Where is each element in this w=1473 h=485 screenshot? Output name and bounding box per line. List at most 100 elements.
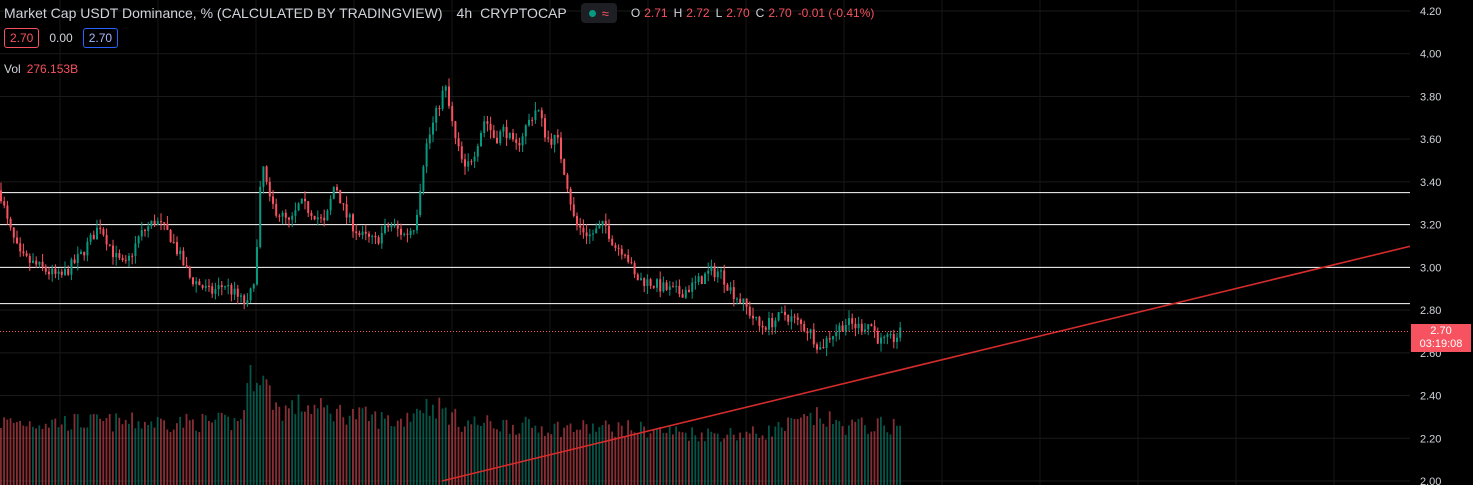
candle-body [585,232,588,237]
trendline[interactable] [441,230,1473,482]
candle-body [387,225,390,228]
candle-body [339,190,342,204]
volume-bar [521,422,524,485]
volume-bar [390,426,393,485]
volume-bar [236,421,239,485]
candle-body [838,325,841,333]
candle-body [512,132,514,140]
volume-bar [624,436,626,485]
candle-body [310,212,313,216]
candle-body [32,260,34,263]
candle-body [284,212,287,218]
candle-body [806,331,809,334]
candle-body [540,110,543,119]
volume-bar [428,415,431,485]
volume-bar [403,426,405,485]
volume-bar [848,425,850,485]
volume-bar [899,425,901,485]
volume-bar [694,435,697,485]
volume-bar [803,414,805,485]
candle-body [275,203,278,216]
buy-price-button[interactable]: 2.70 [82,28,119,48]
candle-body [656,279,658,288]
candle-body [873,326,876,331]
status-pill[interactable]: ≈ [580,3,617,23]
candle-body [438,107,441,109]
candle-body [240,295,242,297]
candle-body [502,126,505,132]
candle-body [38,261,41,265]
timeframe[interactable]: 4h [456,5,473,21]
volume-bar [454,408,457,485]
candle-body [137,236,140,244]
candle-body [761,325,764,328]
volume-bar [268,385,271,485]
volume-bar [889,434,892,485]
volume-bar [444,407,447,485]
volume-bar [387,415,389,485]
chart-grid [0,0,1410,485]
candle-body [633,263,636,275]
volume-bar [720,441,722,485]
candle-body [515,139,518,144]
volume-bar [355,419,357,485]
price-tick-label: 3.60 [1420,134,1441,146]
volume-bar [144,421,146,485]
volume-bar [566,425,569,485]
volume-bar [716,433,719,485]
candle-body [480,132,482,147]
volume-bar [780,427,783,485]
candle-body [169,229,172,242]
candle-body [716,271,719,278]
volume-bar [140,428,143,485]
volume-bar [758,437,761,485]
volume-bar [617,422,620,485]
volume-bar [211,422,213,485]
volume-bar [169,432,172,485]
volume-bar [438,397,441,485]
volume-bar [160,418,162,485]
volume-bar [867,433,869,485]
volume-bars [0,365,901,485]
exchange[interactable]: CRYPTOCAP [480,5,567,21]
volume-bar [153,427,156,485]
candle-body [6,205,9,219]
volume-bar [332,421,335,485]
volume-bar [748,433,751,485]
volume-legend[interactable]: Vol 276.153B [4,62,78,76]
candle-body [608,225,610,239]
candle-body [246,300,249,305]
candle-body [0,190,2,202]
volume-bar [496,429,498,485]
volume-bar [604,420,607,485]
symbol-title[interactable]: Market Cap USDT Dominance, % (CALCULATED… [4,5,443,21]
candle-body [892,334,895,343]
price-tick-label: 4.20 [1420,6,1441,18]
volume-bar [249,365,252,485]
volume-bar [323,407,325,485]
volume-bar [675,426,677,485]
candle-body [166,223,169,230]
candle-body [201,285,204,288]
volume-bar [339,404,341,485]
volume-bar [19,420,21,485]
volume-bar [92,414,95,485]
volume-bar [585,424,588,485]
volume-bar [470,424,473,485]
volume-bar [857,418,860,485]
candle-body [627,254,630,263]
volume-bar [112,431,114,485]
candle-body [105,234,108,245]
volume-bar [880,416,882,485]
volume-bar [131,412,133,485]
candle-body [764,327,767,330]
candle-body [278,215,281,217]
volume-bar [896,425,898,485]
sell-price-button[interactable]: 2.70 [4,28,40,48]
candle-body [886,334,889,337]
volume-bar [656,428,658,485]
candle-body [864,329,866,332]
volume-bar [598,427,601,485]
candle-body [172,241,175,243]
